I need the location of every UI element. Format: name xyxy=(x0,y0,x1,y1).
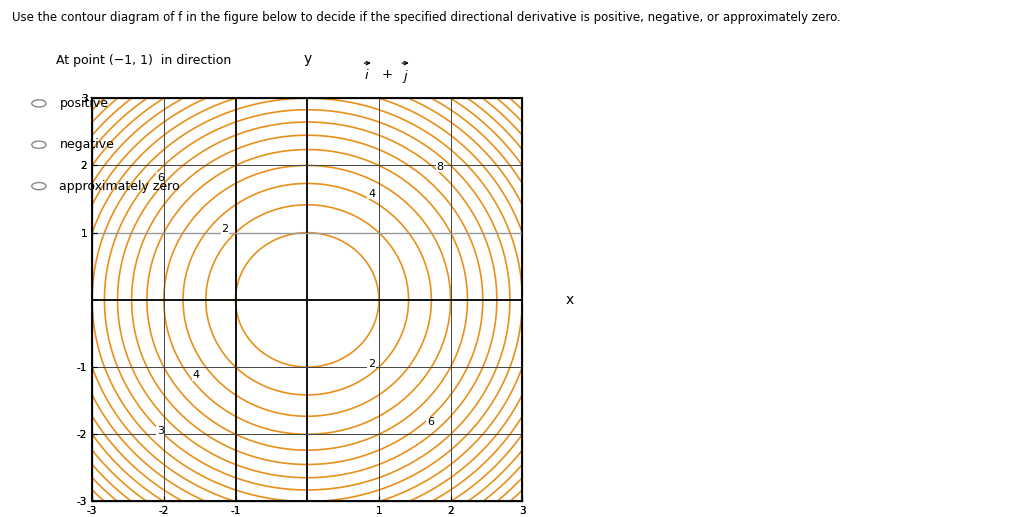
Text: positive: positive xyxy=(59,97,109,110)
Text: 4: 4 xyxy=(369,189,375,199)
Text: negative: negative xyxy=(59,138,115,151)
Text: x: x xyxy=(565,293,573,307)
Text: 6: 6 xyxy=(157,173,164,183)
Text: 3: 3 xyxy=(157,426,164,436)
Text: 8: 8 xyxy=(436,162,443,172)
Text: 2: 2 xyxy=(369,359,375,369)
Text: $+$: $+$ xyxy=(381,68,393,81)
Text: 6: 6 xyxy=(427,417,434,427)
Text: y: y xyxy=(303,52,311,66)
Text: approximately zero: approximately zero xyxy=(59,179,180,193)
Text: $j$: $j$ xyxy=(401,68,410,85)
Text: Use the contour diagram of f in the figure below to decide if the specified dire: Use the contour diagram of f in the figu… xyxy=(12,11,841,24)
Text: $i$: $i$ xyxy=(364,68,370,82)
Text: 2: 2 xyxy=(221,224,228,234)
Text: At point (−1, 1)  in direction: At point (−1, 1) in direction xyxy=(56,54,236,67)
Text: 4: 4 xyxy=(193,370,200,380)
